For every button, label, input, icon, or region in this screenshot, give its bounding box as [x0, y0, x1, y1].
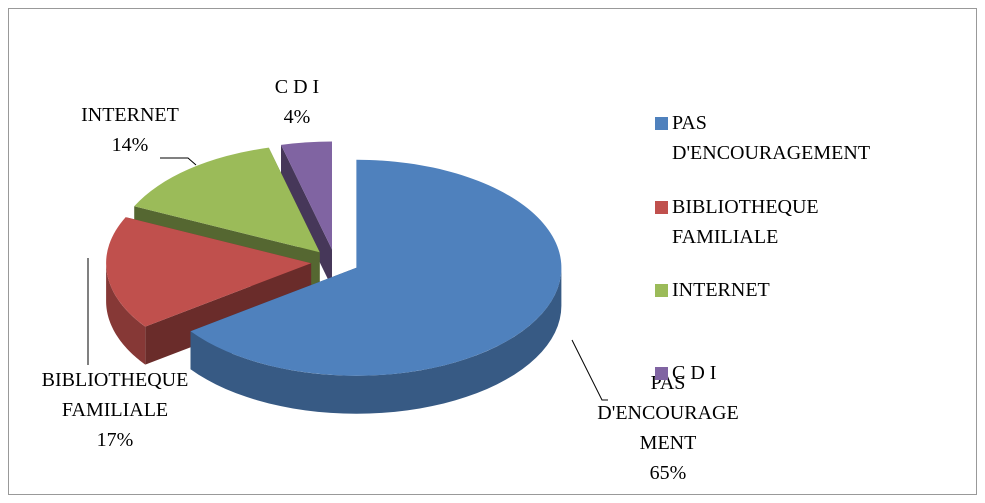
pie-slice	[106, 217, 312, 327]
legend-label: PAS D'ENCOURAGEMENT	[672, 112, 871, 164]
legend-label: INTERNET	[672, 279, 770, 301]
data-label: INTERNET 14%	[55, 100, 205, 160]
data-label-value: 4%	[283, 106, 311, 128]
pie-slice-group	[106, 217, 312, 365]
leader-line	[571, 339, 608, 401]
pie-slice	[134, 147, 320, 253]
data-label: C D I 4%	[247, 72, 347, 132]
legend-swatch	[655, 367, 668, 380]
pie-slice-group	[190, 159, 562, 414]
slice-side	[106, 263, 146, 365]
data-label-value: 17%	[96, 429, 134, 451]
legend-label: C D I	[672, 362, 717, 384]
legend-swatch	[655, 201, 668, 214]
pie-slice	[281, 141, 332, 250]
legend-swatch	[655, 284, 668, 297]
legend-label: BIBLIOTHEQUE FAMILIALE	[672, 196, 819, 248]
data-label-name: BIBLIOTHEQUE FAMILIALE	[41, 369, 189, 421]
data-label: BIBLIOTHEQUE FAMILIALE 17%	[10, 365, 220, 455]
legend-swatch	[655, 117, 668, 130]
leader-line	[160, 157, 197, 166]
pie-slice	[190, 159, 562, 376]
data-label-value: 14%	[111, 134, 149, 156]
data-label-value: 65%	[649, 462, 687, 484]
slice-side	[190, 267, 562, 414]
data-label-name: C D I	[274, 76, 320, 98]
data-label-name: INTERNET	[81, 104, 179, 126]
